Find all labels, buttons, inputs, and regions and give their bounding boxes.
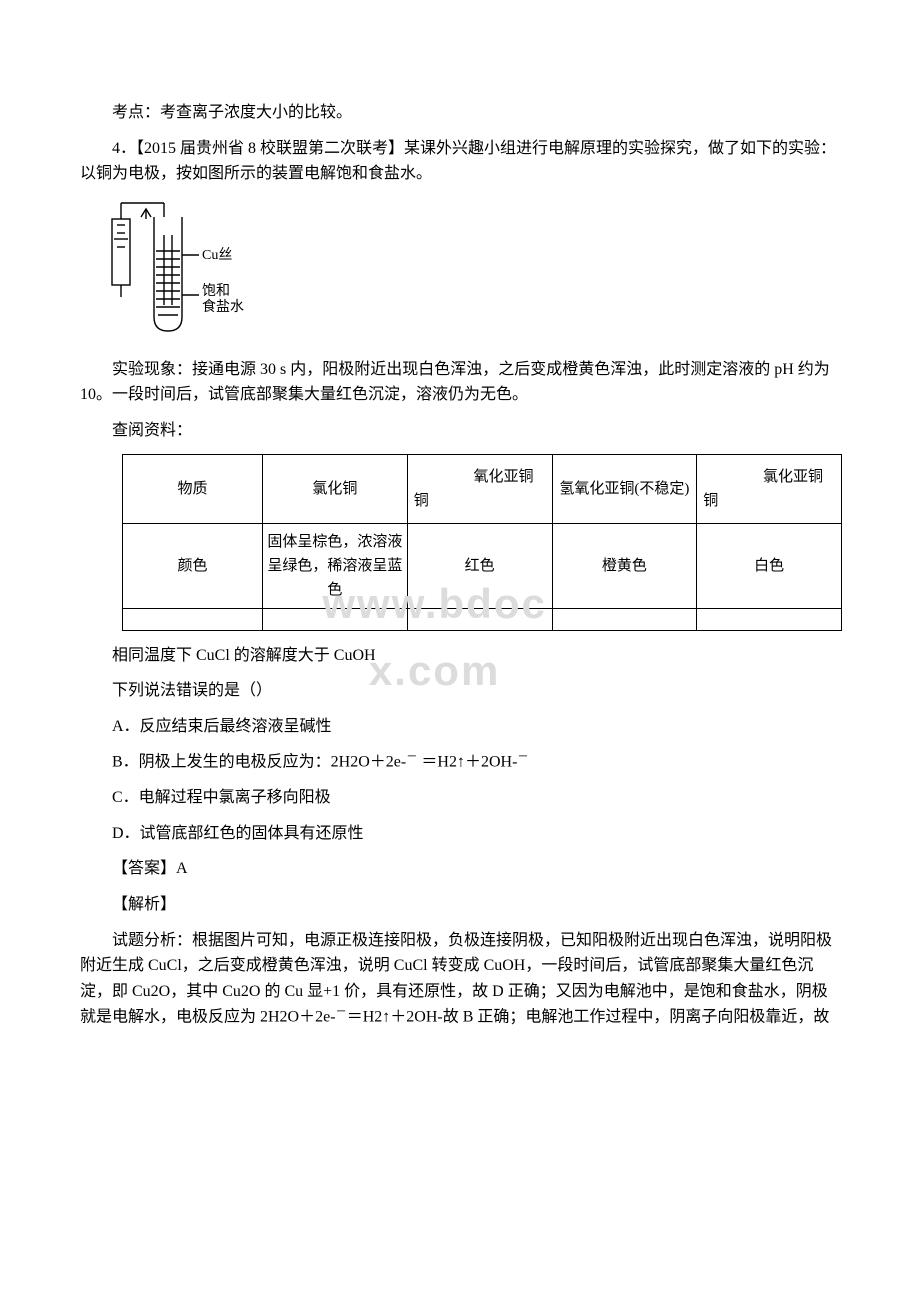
table-cell-cuoh-color: 橙黄色: [552, 523, 697, 608]
reference-data-heading: 查阅资料：: [80, 418, 840, 444]
analysis-heading: 【解析】: [80, 892, 840, 918]
table-empty-cell: [123, 608, 263, 630]
table-header-cu2o: 氧化亚铜铜: [407, 454, 552, 523]
table-cell-cucl2-color: 固体呈棕色，浓溶液呈绿色，稀溶液呈蓝色: [263, 523, 408, 608]
apparatus-diagram: Cu丝 饱和 食盐水: [104, 197, 840, 343]
analysis-text-mid: ＝H2↑＋2OH-故 B 正确；电解池工作过程中，阴离子向阳极靠近，故: [347, 1009, 830, 1026]
analysis-superscript: －: [336, 1006, 347, 1018]
diagram-label-cu: Cu丝: [202, 247, 232, 263]
question-prompt: 下列说法错误的是（）: [80, 678, 840, 704]
option-b: B．阴极上发生的电极反应为：2H2O＋2e-－ ＝H2↑＋2OH-－: [80, 749, 840, 775]
table-cell-cu2o-color: www.bdocx.com 红色: [407, 523, 552, 608]
table-empty-cell: [697, 608, 842, 630]
option-b-text-pre: B．阴极上发生的电极反应为：2H2O＋2e-: [112, 754, 406, 771]
table-header-substance: 物质: [123, 454, 263, 523]
table-header-cuoh: 氢氧化亚铜(不稳定): [552, 454, 697, 523]
table-cell-cucl-color: 白色: [697, 523, 842, 608]
experiment-phenomenon: 实验现象：接通电源 30 s 内，阳极附近出现白色浑浊，之后变成橙黄色浑浊，此时…: [80, 357, 840, 408]
table-header-cucl: 氯化亚铜铜: [697, 454, 842, 523]
table-empty-cell: [552, 608, 697, 630]
table-header-cucl2: 氯化铜: [263, 454, 408, 523]
option-c: C．电解过程中氯离子移向阳极: [80, 785, 840, 811]
table-row-label-color: 颜色: [123, 523, 263, 608]
question-4-stem: 4．【2015 届贵州省 8 校联盟第二次联考】某课外兴趣小组进行电解原理的实验…: [80, 136, 840, 187]
diagram-label-brine1: 饱和: [202, 283, 230, 299]
option-b-superscript-1: －: [406, 751, 417, 763]
analysis-body: 试题分析：根据图片可知，电源正极连接阳极，负极连接阴极，已知阳极附近出现白色浑浊…: [80, 928, 840, 1031]
solubility-note: 相同温度下 CuCl 的溶解度大于 CuOH: [80, 643, 840, 669]
answer-label: 【答案】A: [80, 856, 840, 882]
table-empty-cell: [407, 608, 552, 630]
option-d: D．试管底部红色的固体具有还原性: [80, 821, 840, 847]
diagram-label-brine2: 食盐水: [202, 298, 244, 315]
option-b-text-mid: ＝H2↑＋2OH-: [417, 754, 517, 771]
table-empty-cell: [263, 608, 408, 630]
option-b-superscript-2: －: [517, 751, 528, 763]
option-a: A．反应结束后最终溶液呈碱性: [80, 714, 840, 740]
exam-point: 考点：考查离子浓度大小的比较。: [80, 100, 840, 126]
substance-color-table: 物质 氯化铜 氧化亚铜铜 氢氧化亚铜(不稳定) 氯化亚铜铜 颜色 固体呈棕色，浓…: [122, 454, 842, 631]
